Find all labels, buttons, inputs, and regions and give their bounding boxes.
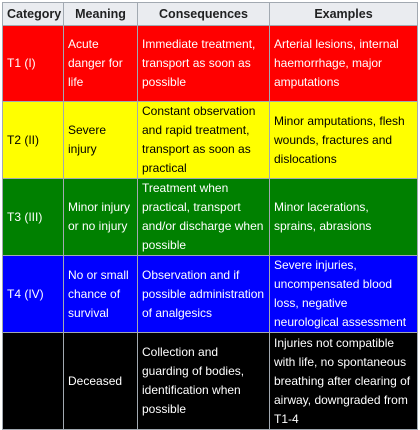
category-cell: [2, 332, 64, 430]
consequences-cell: Immediate treatment, transport as soon a…: [137, 25, 270, 102]
examples-cell: Arterial lesions, internal haemorrhage, …: [269, 25, 418, 102]
examples-cell: Minor lacerations, sprains, abrasions: [269, 178, 418, 256]
table-row: T1 (I) Acute danger for life Immediate t…: [2, 25, 418, 102]
meaning-cell: Minor injury or no injury: [63, 178, 138, 256]
meaning-cell: Severe injury: [63, 101, 138, 179]
consequences-cell: Observation and if possible administrati…: [137, 255, 270, 333]
table-row: Deceased Collection and guarding of bodi…: [2, 332, 418, 430]
category-cell: T4 (IV): [2, 255, 64, 333]
meaning-cell: Acute danger for life: [63, 25, 138, 102]
consequences-cell: Collection and guarding of bodies, ident…: [137, 332, 270, 430]
category-cell: T1 (I): [2, 25, 64, 102]
meaning-cell: No or small chance of survival: [63, 255, 138, 333]
examples-cell: Injuries not compatible with life, no sp…: [269, 332, 418, 430]
category-cell: T2 (II): [2, 101, 64, 179]
table-row: T2 (II) Severe injury Constant observati…: [2, 101, 418, 179]
consequences-cell: Treatment when practical, transport and/…: [137, 178, 270, 256]
header-consequences: Consequences: [137, 2, 270, 26]
table-row: T4 (IV) No or small chance of survival O…: [2, 255, 418, 333]
consequences-cell: Constant observation and rapid treatment…: [137, 101, 270, 179]
header-examples: Examples: [269, 2, 418, 26]
meaning-cell: Deceased: [63, 332, 138, 430]
category-cell: T3 (III): [2, 178, 64, 256]
table-row: T3 (III) Minor injury or no injury Treat…: [2, 178, 418, 256]
header-meaning: Meaning: [63, 2, 138, 26]
examples-cell: Minor amputations, flesh wounds, fractur…: [269, 101, 418, 179]
examples-cell: Severe injuries, uncompensated blood los…: [269, 255, 418, 333]
header-category: Category: [2, 2, 64, 26]
header-row: Category Meaning Consequences Examples: [2, 2, 418, 26]
